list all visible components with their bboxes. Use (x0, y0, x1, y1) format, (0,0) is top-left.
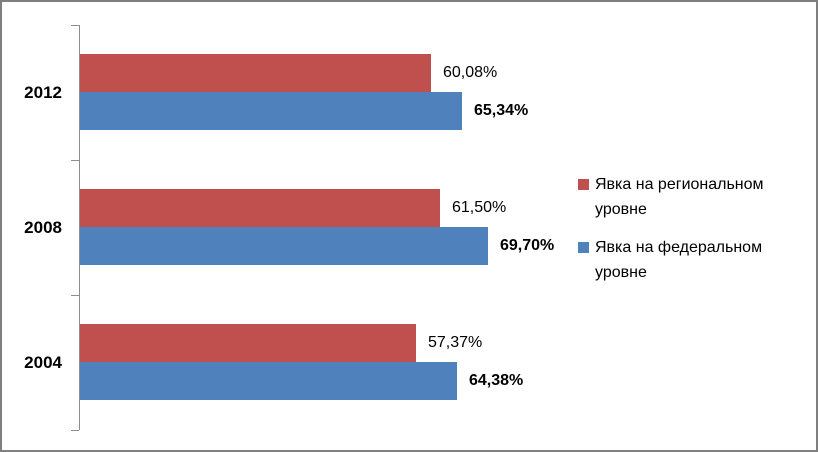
axis-tick (71, 160, 79, 161)
category-label-2008: 2008 (24, 217, 62, 237)
category-axis-line (79, 25, 80, 430)
bar-2012-series-0 (80, 54, 431, 92)
bar-2008-series-0 (80, 189, 440, 227)
axis-tick (71, 25, 79, 26)
data-label-2012-series-0: 60,08% (443, 64, 498, 81)
axis-tick (71, 430, 79, 431)
data-label-2012-series-1: 65,34% (474, 102, 529, 119)
data-label-2008-series-0: 61,50% (452, 199, 507, 216)
bar-2012-series-1 (80, 92, 462, 130)
legend-label: Явка на федеральном уровне (595, 239, 763, 281)
legend-marker-icon (578, 242, 589, 253)
data-label-2008-series-1: 69,70% (500, 237, 555, 254)
category-label-2012: 2012 (24, 82, 62, 102)
legend-marker-icon (578, 179, 589, 190)
legend-entry-0: Явка на региональном уровне (578, 172, 813, 222)
data-label-2004-series-1: 64,38% (469, 372, 524, 389)
axis-tick (71, 295, 79, 296)
legend-entry-1: Явка на федеральном уровне (578, 235, 813, 285)
bar-2004-series-1 (80, 362, 457, 400)
bar-2004-series-0 (80, 324, 416, 362)
data-label-2004-series-0: 57,37% (428, 334, 483, 351)
bar-2008-series-1 (80, 227, 488, 265)
category-label-2004: 2004 (24, 352, 62, 372)
legend-label: Явка на региональном уровне (595, 176, 764, 218)
